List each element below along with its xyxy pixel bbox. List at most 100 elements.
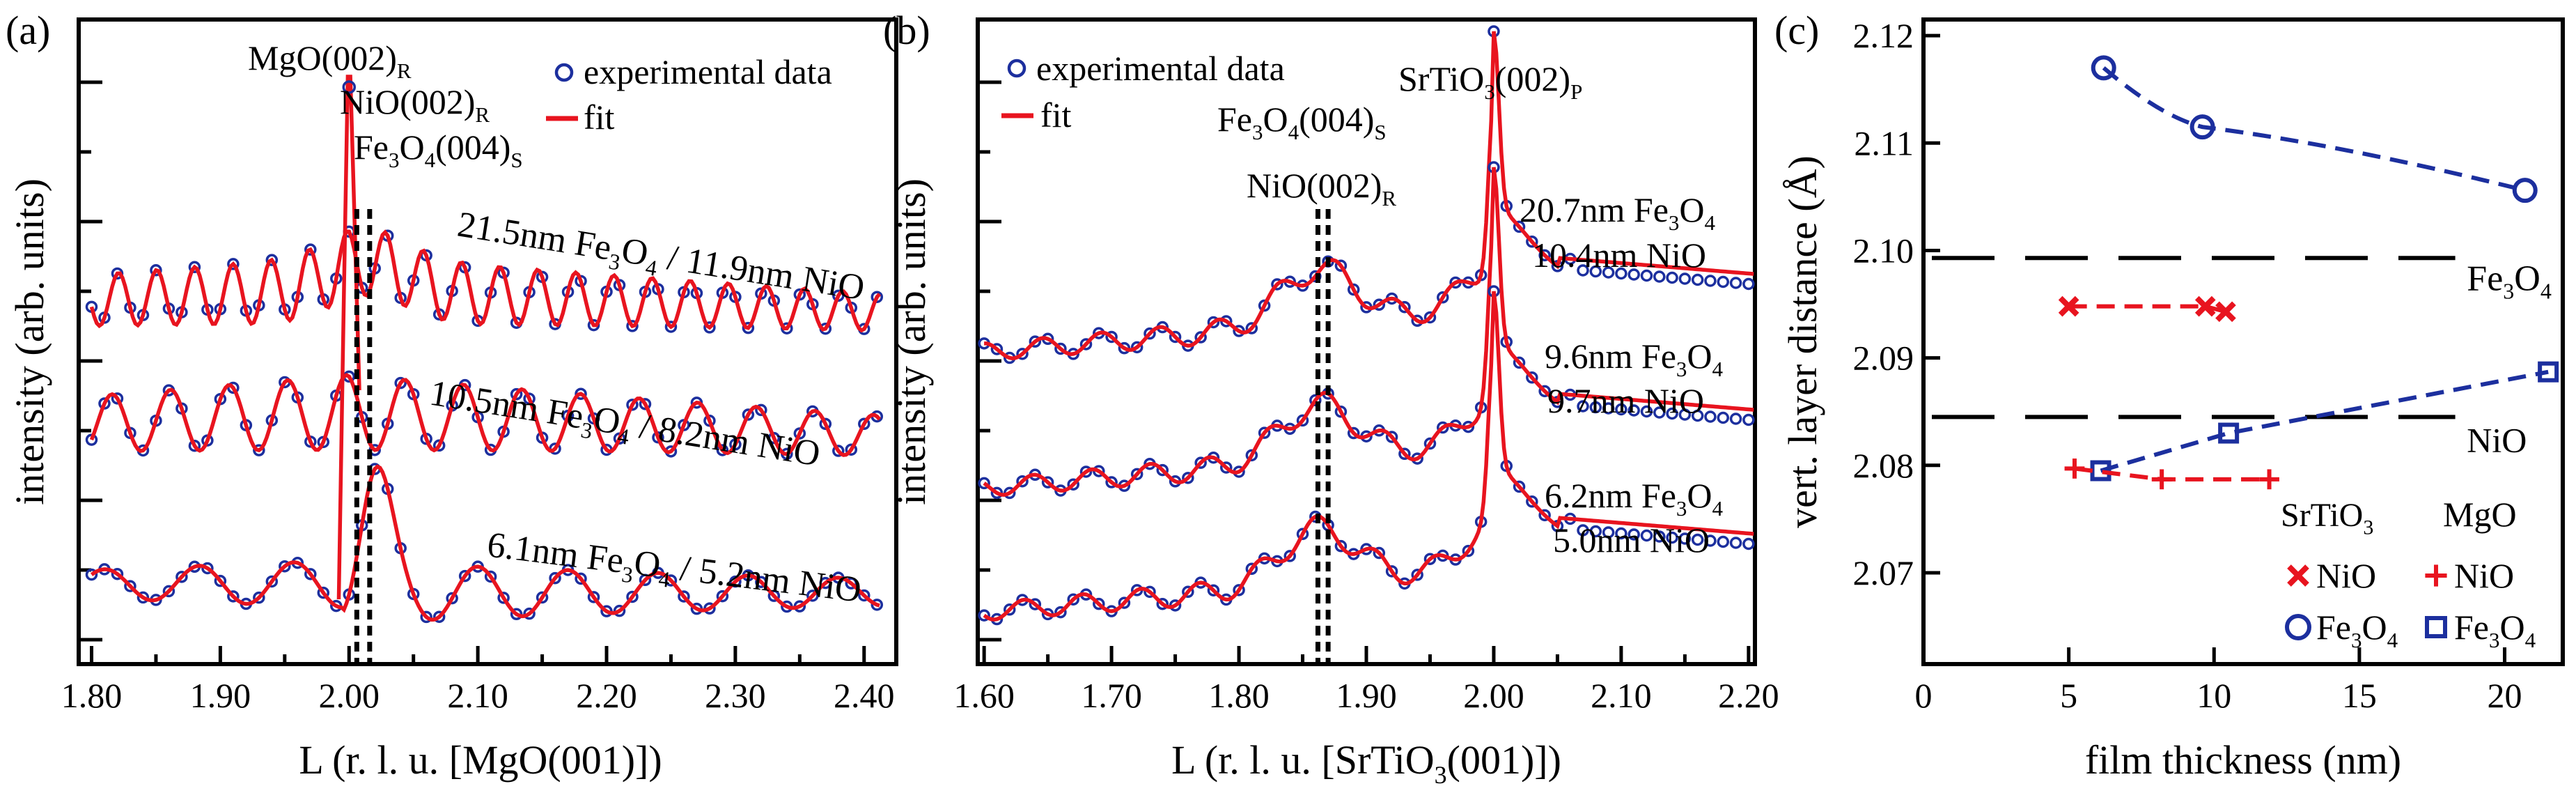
data-point <box>2512 178 2538 203</box>
x-tick-label: 2.20 <box>1718 676 1779 715</box>
data-point <box>1717 411 1730 424</box>
series-2-data <box>85 370 884 461</box>
data-point <box>1093 597 1105 610</box>
data-point <box>1220 461 1233 474</box>
legend-header-srtio3-part: SrTiO <box>2281 497 2363 534</box>
legend-experimental-label: experimental data <box>1036 49 1285 88</box>
data-point <box>1016 475 1029 488</box>
series-label-3-part: 4 <box>657 566 671 592</box>
legend-label-part: 3 <box>2351 628 2362 652</box>
data-point <box>1296 414 1309 427</box>
data-point <box>871 599 884 611</box>
data-point <box>420 610 432 624</box>
annotation-nio002-part: NiO(002) <box>1247 166 1382 205</box>
y-tick-label: 2.10 <box>1853 231 1914 270</box>
series-dashed-line <box>2100 369 2549 473</box>
data-point <box>150 264 162 277</box>
annotation-nio002: NiO(002)R <box>1247 166 1396 210</box>
data-point <box>1602 402 1615 415</box>
data-point <box>626 590 639 603</box>
series-dashed-line <box>2102 66 2526 193</box>
x-tick-label: 20 <box>2488 676 2522 715</box>
data-point <box>227 590 240 603</box>
data-point <box>819 576 832 590</box>
legend-label: Fe3O4 <box>2454 608 2536 652</box>
y-axis-label: vert. layer distance (Å) <box>1780 155 1825 528</box>
data-point <box>1513 220 1526 233</box>
reference-label-fe3o4-part: 4 <box>2540 279 2552 304</box>
data-point <box>1538 249 1551 262</box>
series-label-3-part: 6.1nm Fe <box>485 525 626 581</box>
data-point <box>1347 283 1360 296</box>
legend-label-part: O <box>2500 608 2525 647</box>
data-point <box>1067 478 1079 491</box>
x-tick-label: 2.30 <box>705 676 766 715</box>
data-point <box>111 392 124 405</box>
panel-c-label: (c) <box>1774 8 1819 53</box>
series-label-1-line1-part: O <box>1679 190 1704 229</box>
series-label-3-line1-part: 4 <box>1712 496 1724 521</box>
data-point <box>1271 278 1283 291</box>
data-point <box>265 254 279 266</box>
data-point <box>626 399 639 411</box>
annotation-nio002-part: R <box>1382 186 1396 210</box>
annotation-fe3o4-004-part: Fe <box>1217 100 1252 139</box>
data-point <box>136 591 150 604</box>
data-point <box>175 571 188 583</box>
data-point <box>1347 426 1360 440</box>
panel-c: (c) 0 5 10 15 20 2.07 2.08 2.09 2.10 2.11 2.12 film … <box>1774 8 2565 783</box>
annotation-fe3o4-004-part: 3 <box>1252 120 1263 144</box>
data-point <box>587 591 600 603</box>
series-label-3-line1-part: 3 <box>1676 496 1687 521</box>
panel-a: (a) 1.80 1.90 2.00 2.10 2.20 2.30 2.40 L (r. l. … <box>6 8 898 783</box>
panel-b: (b) 1.60 1.70 1.80 1.90 2.00 2.10 2.20 L (r. l. … <box>883 8 1779 789</box>
data-point <box>871 291 884 303</box>
data-point <box>1729 277 1742 289</box>
x-tick-label: 0 <box>1915 676 1933 715</box>
data-point <box>1411 569 1423 581</box>
series-label-3-line2: 5.0nm NiO <box>1553 521 1710 560</box>
data-point <box>1602 266 1615 279</box>
data-point <box>304 243 317 256</box>
data-point <box>253 591 265 604</box>
data-point <box>1691 409 1704 422</box>
series-3-fit <box>90 464 880 622</box>
legend-label: NiO <box>2454 556 2514 595</box>
data-point <box>536 591 549 604</box>
data-point <box>742 321 755 334</box>
data-point <box>304 568 317 580</box>
legend-header-mgo: MgO <box>2443 495 2517 534</box>
data-point <box>1105 476 1118 488</box>
annotation-mgo002: MgO(002)R <box>248 38 412 83</box>
data-point-stroke <box>2215 301 2236 323</box>
series-label-1-line1-part: 3 <box>1669 210 1680 235</box>
data-point <box>1245 449 1258 462</box>
data-point <box>1742 277 1755 291</box>
data-point <box>2151 469 2172 490</box>
x-tick-label: 5 <box>2060 676 2077 715</box>
data-point <box>2058 295 2079 317</box>
data-point <box>1742 413 1755 426</box>
annotation-fe3o4-004-part: S <box>510 148 522 172</box>
y-axis-label: intensity (arb. units) <box>7 178 52 505</box>
data-point <box>1526 236 1538 248</box>
data-point <box>2189 114 2215 140</box>
data-point <box>2259 469 2279 490</box>
series-1-fit <box>984 31 1754 360</box>
reference-label-fe3o4-part: 3 <box>2503 279 2514 304</box>
series-2-fit <box>983 167 1754 497</box>
x-tick-label: 1.90 <box>1336 676 1397 715</box>
legend-label-part: Fe <box>2454 608 2489 647</box>
data-point <box>1526 371 1538 384</box>
data-point <box>510 608 523 621</box>
data-point <box>1334 539 1348 553</box>
data-point <box>1334 259 1348 272</box>
data-point <box>2064 459 2085 479</box>
annotation-fe3o4-004-part: (004) <box>1299 100 1374 139</box>
data-point <box>1666 271 1678 284</box>
data-point <box>1577 400 1589 413</box>
annotation-fe3o4-004-part: 4 <box>425 148 436 172</box>
data-point <box>613 604 626 617</box>
panel-b-label: (b) <box>883 8 930 53</box>
data-point <box>1373 546 1386 560</box>
